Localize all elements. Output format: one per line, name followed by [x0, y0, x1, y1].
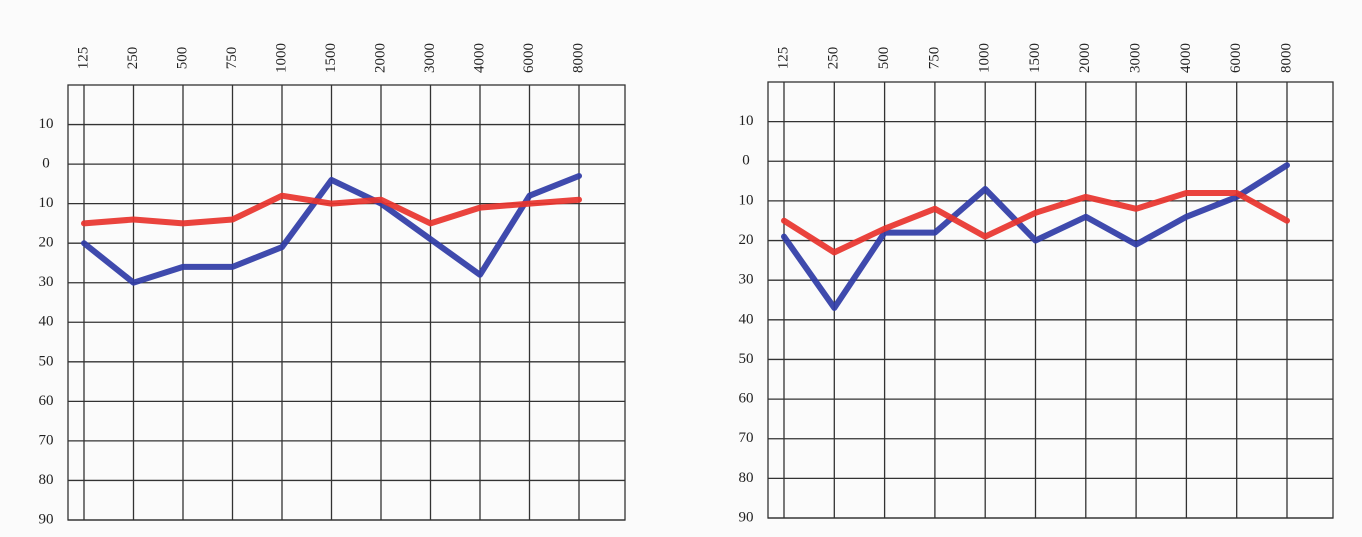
y-tick-label: 90 [739, 509, 754, 525]
x-tick-label: 4000 [471, 43, 487, 73]
x-tick-label: 4000 [1178, 43, 1194, 73]
y-tick-label: 70 [739, 430, 754, 446]
x-tick-label: 2000 [1077, 43, 1093, 73]
y-tick-label: 0 [42, 156, 50, 172]
x-tick-label: 1000 [977, 43, 993, 73]
x-tick-label: 3000 [1128, 43, 1144, 73]
data-line [781, 162, 1290, 311]
y-tick-label: 50 [739, 351, 754, 367]
y-tick-label: 20 [39, 235, 54, 251]
y-tick-label: 10 [39, 195, 54, 211]
x-tick-label: 8000 [570, 43, 586, 73]
data-line [81, 192, 582, 227]
y-tick-label: 30 [39, 274, 54, 290]
y-tick-label: 60 [739, 391, 754, 407]
x-tick-label: 1000 [273, 43, 289, 73]
y-tick-label: 30 [739, 272, 754, 288]
x-tick-label: 6000 [1228, 43, 1244, 73]
y-tick-label: 40 [39, 314, 54, 330]
y-tick-label: 10 [739, 192, 754, 208]
chart: 10 0 10 20 30 40 50 60 70 80 90 125 250 500 750 1000 150… [39, 43, 626, 527]
x-tick-label: 750 [926, 47, 942, 70]
x-tick-label: 125 [75, 47, 91, 70]
y-tick-label: 80 [39, 472, 54, 488]
data-line [81, 173, 582, 286]
x-tick-label: 8000 [1278, 43, 1294, 73]
y-tick-label: 10 [739, 113, 754, 129]
y-tick-label: 90 [39, 511, 54, 527]
x-tick-label: 6000 [521, 43, 537, 73]
y-tick-label: 20 [739, 232, 754, 248]
x-tick-label: 3000 [422, 43, 438, 73]
y-tick-label: 80 [739, 470, 754, 486]
data-line [781, 190, 1290, 256]
y-tick-label: 70 [39, 432, 54, 448]
chart: 10 0 10 20 30 40 50 60 70 80 90 125 250 500 750 1000 150… [739, 43, 1334, 525]
x-tick-label: 1500 [1027, 43, 1043, 73]
y-tick-label: 60 [39, 393, 54, 409]
y-tick-label: 50 [39, 353, 54, 369]
x-tick-label: 2000 [372, 43, 388, 73]
x-tick-label: 500 [174, 47, 190, 70]
x-tick-label: 500 [876, 47, 892, 70]
y-tick-label: 40 [739, 311, 754, 327]
y-tick-label: 10 [39, 116, 54, 132]
x-tick-label: 1500 [323, 43, 339, 73]
y-tick-label: 0 [742, 153, 750, 169]
x-tick-label: 750 [224, 47, 240, 70]
x-tick-label: 250 [125, 47, 141, 70]
x-tick-label: 250 [826, 47, 842, 70]
x-tick-label: 125 [775, 47, 791, 70]
